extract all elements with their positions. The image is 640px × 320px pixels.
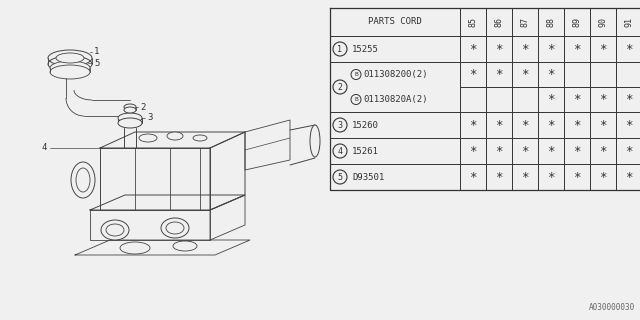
Text: 1: 1 (337, 44, 342, 53)
Text: 87: 87 (520, 17, 529, 27)
Text: 2: 2 (337, 83, 342, 92)
Ellipse shape (106, 224, 124, 236)
Text: *: * (625, 43, 633, 55)
Text: *: * (469, 43, 477, 55)
Text: *: * (599, 118, 607, 132)
Ellipse shape (101, 220, 129, 240)
Text: 3: 3 (337, 121, 342, 130)
Text: *: * (547, 145, 555, 157)
Polygon shape (100, 148, 210, 210)
Ellipse shape (139, 134, 157, 142)
Text: 15260: 15260 (352, 121, 379, 130)
Text: *: * (625, 93, 633, 106)
Text: *: * (625, 118, 633, 132)
Ellipse shape (50, 61, 90, 75)
Text: *: * (547, 43, 555, 55)
Text: *: * (573, 145, 580, 157)
Text: 90: 90 (598, 17, 607, 27)
Text: 15255: 15255 (352, 44, 379, 53)
Ellipse shape (50, 65, 90, 79)
Text: 2: 2 (140, 102, 145, 111)
Text: *: * (495, 145, 503, 157)
Text: *: * (495, 43, 503, 55)
Text: *: * (599, 145, 607, 157)
Text: B: B (354, 72, 358, 77)
Text: 4: 4 (337, 147, 342, 156)
Text: *: * (521, 171, 529, 183)
Text: *: * (573, 43, 580, 55)
Text: A030000030: A030000030 (589, 303, 635, 312)
Ellipse shape (120, 242, 150, 254)
Text: B: B (354, 97, 358, 102)
Text: *: * (547, 68, 555, 81)
Text: *: * (625, 145, 633, 157)
Text: *: * (547, 171, 555, 183)
Ellipse shape (167, 132, 183, 140)
Polygon shape (90, 195, 245, 210)
Text: *: * (469, 68, 477, 81)
Polygon shape (210, 132, 245, 210)
Text: *: * (599, 93, 607, 106)
Ellipse shape (48, 50, 92, 66)
Text: 5: 5 (337, 172, 342, 181)
Text: *: * (521, 43, 529, 55)
Text: *: * (599, 43, 607, 55)
Ellipse shape (193, 135, 207, 141)
Text: *: * (547, 93, 555, 106)
Polygon shape (75, 240, 250, 255)
Ellipse shape (56, 53, 84, 63)
Text: *: * (521, 118, 529, 132)
Ellipse shape (161, 218, 189, 238)
Text: 011308200(2): 011308200(2) (363, 70, 428, 79)
Text: *: * (599, 171, 607, 183)
Text: 89: 89 (573, 17, 582, 27)
Polygon shape (210, 195, 245, 240)
Ellipse shape (124, 104, 136, 110)
Ellipse shape (71, 162, 95, 198)
Polygon shape (90, 210, 210, 240)
Text: D93501: D93501 (352, 172, 384, 181)
Text: *: * (495, 171, 503, 183)
Text: 15261: 15261 (352, 147, 379, 156)
Text: *: * (495, 68, 503, 81)
Text: *: * (547, 118, 555, 132)
Text: *: * (469, 145, 477, 157)
Polygon shape (245, 120, 290, 170)
Ellipse shape (166, 222, 184, 234)
Text: *: * (469, 118, 477, 132)
Ellipse shape (118, 118, 142, 128)
Ellipse shape (118, 113, 142, 123)
Text: 86: 86 (495, 17, 504, 27)
Text: *: * (573, 118, 580, 132)
Text: *: * (573, 171, 580, 183)
Ellipse shape (173, 241, 197, 251)
Text: 3: 3 (147, 114, 152, 123)
Text: *: * (495, 118, 503, 132)
Text: *: * (521, 145, 529, 157)
Text: 88: 88 (547, 17, 556, 27)
Ellipse shape (310, 125, 320, 157)
Text: *: * (625, 171, 633, 183)
Text: *: * (573, 93, 580, 106)
Text: 91: 91 (625, 17, 634, 27)
Text: 5: 5 (94, 59, 99, 68)
Text: 01130820A(2): 01130820A(2) (363, 95, 428, 104)
Text: *: * (469, 171, 477, 183)
Text: 4: 4 (42, 143, 47, 153)
Text: 85: 85 (468, 17, 477, 27)
Ellipse shape (124, 107, 136, 113)
Text: PARTS CORD: PARTS CORD (368, 18, 422, 27)
Text: 1: 1 (94, 47, 99, 57)
Text: *: * (521, 68, 529, 81)
Polygon shape (100, 132, 245, 148)
